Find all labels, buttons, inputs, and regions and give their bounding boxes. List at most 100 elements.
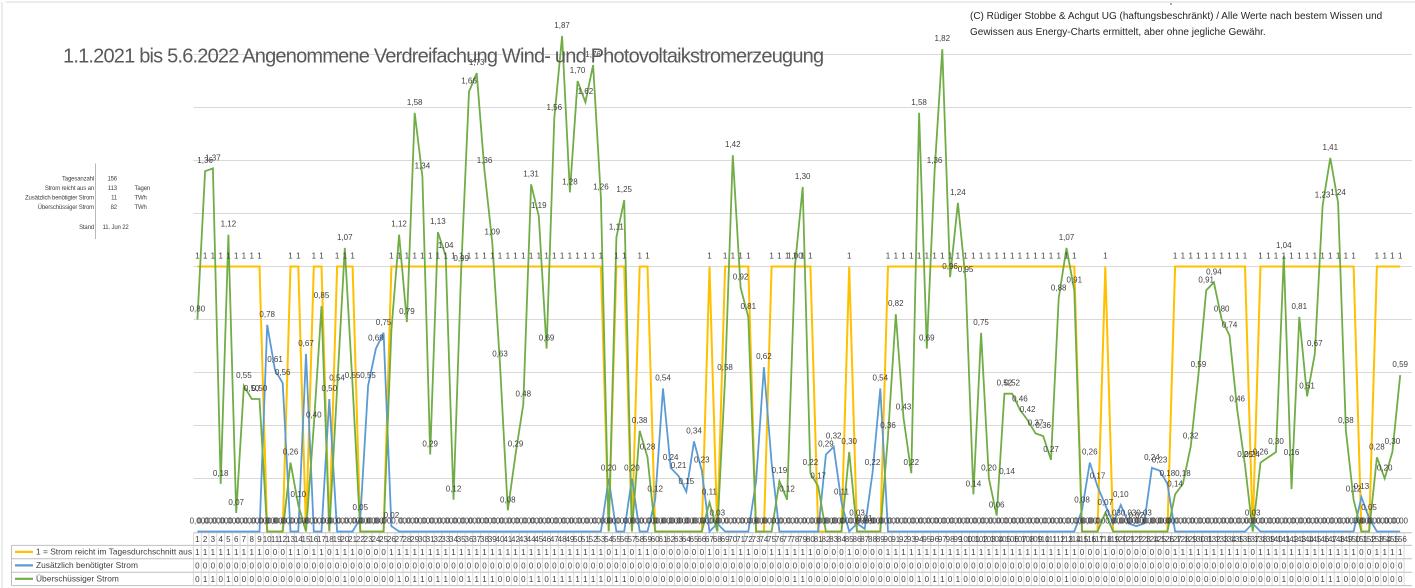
svg-text:1: 1 (312, 548, 317, 557)
svg-text:88: 88 (868, 535, 877, 544)
svg-text:1: 1 (925, 548, 930, 557)
svg-text:102: 102 (974, 535, 988, 544)
svg-text:0: 0 (273, 517, 278, 526)
svg-text:0: 0 (901, 575, 906, 584)
svg-text:0: 0 (218, 575, 223, 584)
svg-text:0,69: 0,69 (539, 334, 555, 343)
svg-text:0: 0 (692, 548, 697, 557)
svg-text:0,54: 0,54 (329, 373, 345, 382)
svg-text:0: 0 (963, 575, 968, 584)
svg-text:0,00: 0,00 (756, 517, 772, 526)
svg-text:0: 0 (1367, 548, 1372, 557)
svg-text:1: 1 (948, 252, 953, 261)
svg-text:0,00: 0,00 (841, 517, 857, 526)
svg-text:0: 0 (661, 575, 666, 584)
svg-text:1: 1 (971, 252, 976, 261)
svg-text:1,31: 1,31 (523, 169, 539, 178)
svg-text:1: 1 (1313, 252, 1318, 261)
svg-text:1: 1 (1041, 252, 1046, 261)
svg-text:1: 1 (226, 575, 231, 584)
svg-text:1: 1 (459, 548, 464, 557)
svg-text:1: 1 (482, 575, 487, 584)
svg-text:1: 1 (560, 252, 565, 261)
svg-text:0,00: 0,00 (663, 517, 679, 526)
svg-text:0: 0 (265, 575, 270, 584)
svg-text:1: 1 (1320, 575, 1325, 584)
svg-text:1,82: 1,82 (935, 34, 951, 43)
svg-text:0: 0 (265, 548, 270, 557)
svg-text:0: 0 (816, 561, 821, 570)
svg-text:0: 0 (1157, 517, 1162, 526)
svg-text:1: 1 (203, 252, 208, 261)
svg-text:132: 132 (1207, 535, 1221, 544)
svg-text:1: 1 (459, 252, 464, 261)
svg-text:0: 0 (1080, 561, 1085, 570)
svg-text:0: 0 (700, 548, 705, 557)
svg-text:0: 0 (257, 575, 262, 584)
svg-text:85: 85 (845, 535, 854, 544)
svg-text:1: 1 (1103, 548, 1108, 557)
svg-text:0: 0 (1274, 575, 1279, 584)
svg-text:0: 0 (366, 575, 371, 584)
svg-text:0,03: 0,03 (1136, 509, 1152, 518)
svg-text:0: 0 (358, 561, 363, 570)
svg-text:0: 0 (319, 575, 324, 584)
svg-text:0: 0 (630, 561, 635, 570)
svg-text:0: 0 (1150, 548, 1155, 557)
svg-text:11. Jun 22: 11. Jun 22 (103, 225, 130, 231)
svg-text:0,22: 0,22 (904, 458, 920, 467)
svg-text:1: 1 (1204, 548, 1209, 557)
svg-text:0: 0 (1359, 548, 1364, 557)
svg-text:0,00: 0,00 (267, 517, 283, 526)
svg-text:0: 0 (1250, 561, 1255, 570)
svg-text:0,00: 0,00 (547, 517, 563, 526)
svg-text:28: 28 (402, 535, 411, 544)
svg-text:0: 0 (327, 548, 332, 557)
svg-text:131: 131 (1200, 535, 1214, 544)
svg-text:1: 1 (1002, 252, 1007, 261)
svg-text:29: 29 (410, 535, 419, 544)
svg-text:1 = Strom reicht im Tagesdurch: 1 = Strom reicht im Tagesdurchschnitt au… (36, 547, 192, 557)
svg-text:0,40: 0,40 (306, 411, 322, 420)
svg-text:133: 133 (1215, 535, 1229, 544)
svg-text:54: 54 (604, 535, 613, 544)
svg-text:76: 76 (775, 535, 784, 544)
svg-text:0,00: 0,00 (477, 517, 493, 526)
svg-text:3: 3 (211, 535, 216, 544)
svg-text:1: 1 (637, 548, 642, 557)
svg-text:1: 1 (800, 575, 805, 584)
svg-text:0: 0 (661, 548, 666, 557)
svg-text:0,00: 0,00 (849, 517, 865, 526)
svg-text:0,00: 0,00 (1167, 517, 1183, 526)
svg-text:0,00: 0,00 (1051, 517, 1067, 526)
svg-text:1: 1 (242, 252, 247, 261)
svg-text:1: 1 (482, 252, 487, 261)
svg-text:1: 1 (591, 575, 596, 584)
svg-text:1: 1 (731, 548, 736, 557)
svg-text:0: 0 (1126, 561, 1131, 570)
svg-text:74: 74 (759, 535, 768, 544)
svg-text:0: 0 (754, 548, 759, 557)
svg-text:0: 0 (482, 561, 487, 570)
svg-text:0: 0 (668, 561, 673, 570)
svg-text:98: 98 (946, 535, 955, 544)
svg-text:0: 0 (785, 561, 790, 570)
svg-text:38: 38 (480, 535, 489, 544)
svg-text:1,04: 1,04 (1276, 241, 1292, 250)
svg-text:0,51: 0,51 (1299, 381, 1315, 390)
svg-text:0: 0 (777, 575, 782, 584)
svg-text:1: 1 (474, 575, 479, 584)
svg-text:77: 77 (783, 535, 792, 544)
svg-text:1: 1 (249, 252, 254, 261)
svg-text:1: 1 (583, 548, 588, 557)
svg-text:0,00: 0,00 (725, 517, 741, 526)
svg-text:51: 51 (581, 535, 590, 544)
svg-text:0,20: 0,20 (981, 464, 997, 473)
svg-text:0: 0 (1142, 517, 1147, 526)
svg-text:0: 0 (715, 575, 720, 584)
svg-text:0,00: 0,00 (291, 517, 307, 526)
svg-text:0,82: 0,82 (888, 299, 904, 308)
svg-text:0,00: 0,00 (1307, 517, 1323, 526)
svg-text:0: 0 (1235, 575, 1240, 584)
svg-text:1,07: 1,07 (337, 233, 353, 242)
